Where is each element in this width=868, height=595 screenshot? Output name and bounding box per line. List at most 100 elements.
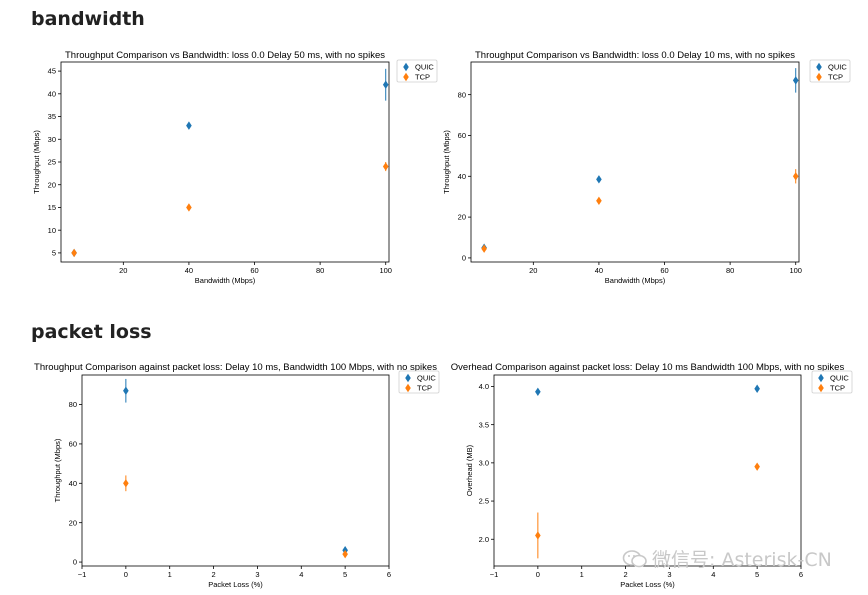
y-tick-label: 3.0: [479, 458, 489, 467]
legend-label-tcp: TCP: [830, 384, 845, 393]
x-tick-label: 2: [211, 570, 215, 579]
y-tick-label: 10: [48, 226, 56, 235]
x-tick-label: 100: [379, 266, 392, 275]
x-tick-label: 100: [789, 266, 802, 275]
plot-frame: [81, 374, 390, 567]
tcp-point: [342, 549, 348, 559]
watermark: 微信号: Asterisk-CN: [622, 545, 832, 572]
quic-point: [123, 386, 129, 395]
x-tick-label: 60: [660, 266, 668, 275]
tcp-point: [596, 196, 602, 205]
chart-title: Throughput Comparison vs Bandwidth: loss…: [65, 50, 385, 61]
chart-1: Throughput Comparison vs Bandwidth: loss…: [442, 50, 851, 285]
legend-marker-tcp: [403, 72, 409, 82]
chart-3: Overhead Comparison against packet loss:…: [451, 362, 853, 589]
quic-point: [535, 387, 541, 397]
legend-marker-tcp: [405, 383, 411, 393]
tcp-point: [754, 462, 760, 471]
quic-point: [186, 121, 192, 130]
x-tick-label: 6: [799, 570, 803, 579]
y-tick-label: 0: [462, 254, 466, 263]
chart-title: Throughput Comparison vs Bandwidth: loss…: [475, 50, 795, 61]
x-tick-label: 3: [255, 570, 259, 579]
y-tick-label: 2.5: [479, 497, 489, 506]
y-tick-label: 3.5: [479, 420, 489, 429]
legend-marker-tcp: [816, 72, 822, 82]
x-tick-label: 20: [119, 266, 127, 275]
y-tick-label: 30: [48, 135, 56, 144]
x-axis-label: Packet Loss (%): [620, 580, 675, 589]
x-tick-label: 6: [387, 570, 391, 579]
x-tick-label: 4: [711, 570, 715, 579]
x-tick-label: 5: [343, 570, 347, 579]
y-tick-label: 40: [69, 479, 77, 488]
y-tick-label: 25: [48, 158, 56, 167]
legend-marker-quic: [405, 373, 411, 383]
tcp-point: [535, 531, 541, 540]
legend-marker-quic: [816, 62, 822, 72]
x-tick-label: 40: [185, 266, 193, 275]
y-tick-label: 0: [73, 558, 77, 567]
quic-point: [792, 76, 799, 85]
legend-label-tcp: TCP: [828, 73, 843, 82]
x-tick-label: 80: [726, 266, 734, 275]
y-axis-label: Throughput (Mbps): [53, 438, 62, 502]
x-tick-label: 2: [623, 570, 627, 579]
legend-label-quic: QUIC: [830, 374, 849, 383]
plot-frame: [60, 61, 390, 263]
x-tick-label: 40: [595, 266, 603, 275]
section-heading-bandwidth: bandwidth: [31, 8, 145, 30]
y-tick-label: 35: [48, 112, 56, 121]
y-tick-label: 20: [69, 518, 77, 527]
x-tick-label: 20: [529, 266, 537, 275]
y-axis-label: Throughput (Mbps): [32, 130, 41, 194]
x-tick-label: 60: [250, 266, 258, 275]
plot-frame: [470, 61, 800, 263]
x-axis-label: Bandwidth (Mbps): [605, 276, 666, 285]
legend-label-quic: QUIC: [417, 374, 436, 383]
chart-2: Throughput Comparison against packet los…: [34, 362, 440, 589]
y-tick-label: 60: [458, 131, 466, 140]
x-tick-label: 3: [667, 570, 671, 579]
watermark-text: 微信号: Asterisk-CN: [652, 549, 832, 571]
y-tick-label: 15: [48, 203, 56, 212]
wechat-icon: [622, 549, 647, 567]
legend-label-quic: QUIC: [415, 63, 434, 72]
x-axis-label: Packet Loss (%): [208, 580, 263, 589]
y-tick-label: 2.0: [479, 535, 489, 544]
chart-0: Throughput Comparison vs Bandwidth: loss…: [32, 50, 438, 285]
chart-title: Throughput Comparison against packet los…: [34, 362, 437, 373]
y-tick-label: 5: [52, 249, 56, 258]
legend-label-tcp: TCP: [415, 73, 430, 82]
y-tick-label: 20: [458, 213, 466, 222]
x-tick-label: −1: [490, 570, 499, 579]
y-tick-label: 20: [48, 180, 56, 189]
quic-point: [596, 175, 602, 184]
tcp-point: [123, 479, 129, 488]
section-heading-packet-loss: packet loss: [31, 321, 152, 343]
x-tick-label: 1: [580, 570, 584, 579]
y-tick-label: 80: [458, 90, 466, 99]
tcp-point: [186, 203, 192, 212]
x-tick-label: 4: [299, 570, 303, 579]
chart-title: Overhead Comparison against packet loss:…: [451, 362, 845, 373]
x-tick-label: 80: [316, 266, 324, 275]
x-tick-label: 1: [168, 570, 172, 579]
y-axis-label: Throughput (Mbps): [442, 130, 451, 194]
legend-marker-quic: [818, 373, 824, 383]
x-tick-label: −1: [78, 570, 87, 579]
x-tick-label: 0: [536, 570, 540, 579]
tcp-point: [382, 162, 389, 171]
legend-label-quic: QUIC: [828, 63, 847, 72]
y-tick-label: 45: [48, 67, 56, 76]
quic-point: [382, 80, 389, 89]
x-tick-label: 5: [755, 570, 759, 579]
y-tick-label: 40: [458, 172, 466, 181]
plot-frame: [493, 374, 802, 567]
y-tick-label: 4.0: [479, 382, 489, 391]
x-tick-label: 0: [124, 570, 128, 579]
y-tick-label: 40: [48, 89, 56, 98]
tcp-point: [481, 244, 487, 253]
legend-marker-tcp: [818, 383, 824, 393]
quic-point: [754, 384, 760, 393]
